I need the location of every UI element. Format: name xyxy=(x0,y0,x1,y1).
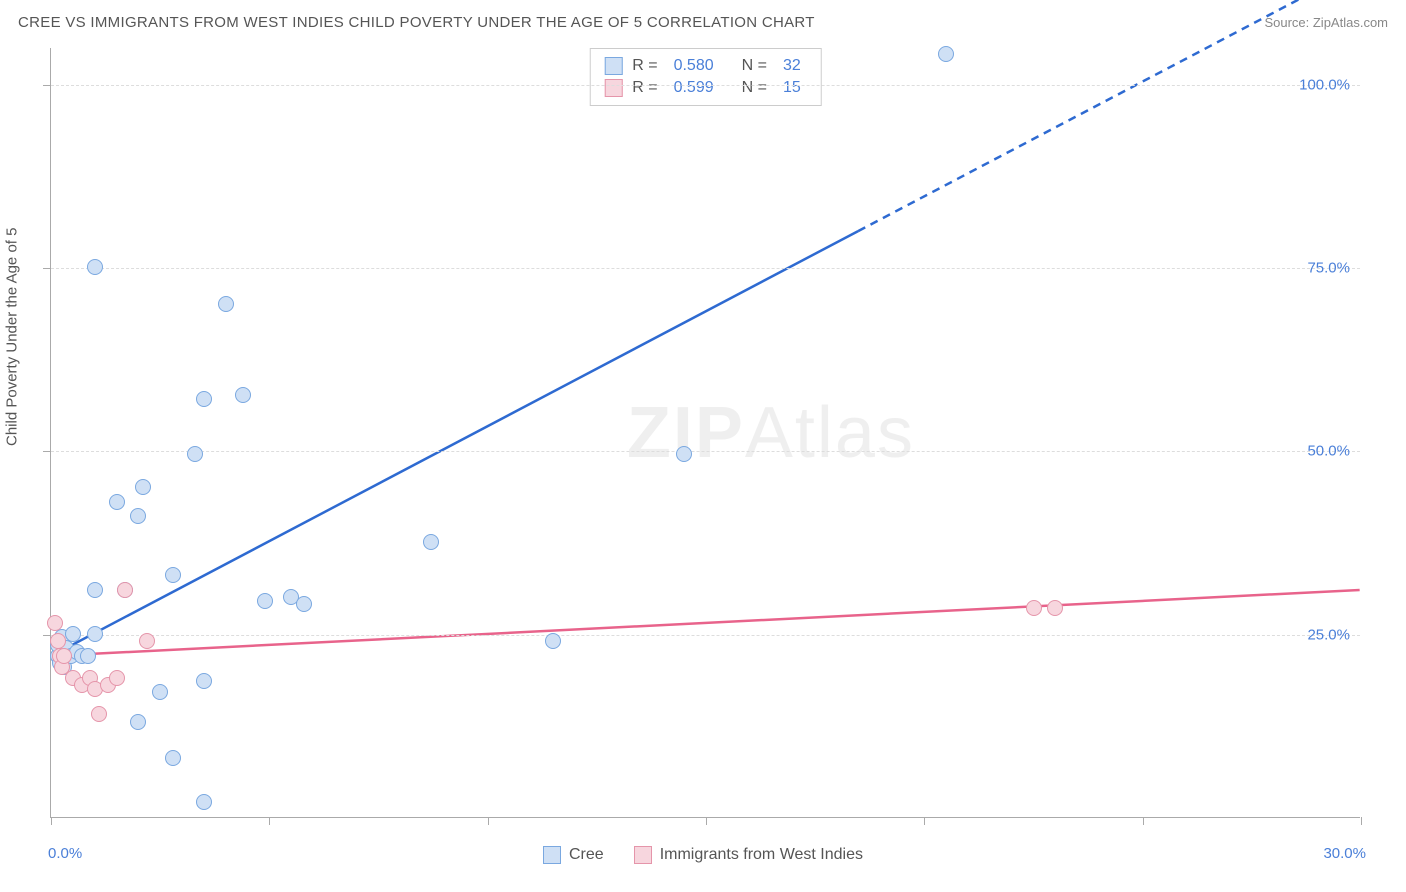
legend-n-value: 15 xyxy=(777,79,807,97)
scatter-point-west_indies xyxy=(91,706,107,722)
scatter-point-cree xyxy=(257,593,273,609)
scatter-point-cree xyxy=(196,794,212,810)
x-tick xyxy=(1361,817,1362,825)
stats-legend-row: R = 0.599 N = 15 xyxy=(604,77,807,99)
x-tick xyxy=(706,817,707,825)
scatter-point-west_indies xyxy=(1026,600,1042,616)
scatter-point-cree xyxy=(187,446,203,462)
x-tick xyxy=(51,817,52,825)
y-tick xyxy=(43,635,51,636)
scatter-point-west_indies xyxy=(56,648,72,664)
y-tick xyxy=(43,268,51,269)
scatter-point-cree xyxy=(65,626,81,642)
legend-swatch xyxy=(543,846,561,864)
legend-r-label: R = xyxy=(632,57,657,75)
legend-n-label: N = xyxy=(742,79,767,97)
legend-r-label: R = xyxy=(632,79,657,97)
trend-line-solid xyxy=(51,590,1359,656)
x-axis-max-label: 30.0% xyxy=(1323,845,1366,862)
x-axis-min-label: 0.0% xyxy=(48,845,82,862)
trend-lines-svg xyxy=(51,48,1360,817)
legend-n-label: N = xyxy=(742,57,767,75)
scatter-point-cree xyxy=(130,508,146,524)
watermark: ZIPAtlas xyxy=(627,392,915,474)
legend-swatch xyxy=(604,79,622,97)
scatter-point-cree xyxy=(196,391,212,407)
x-tick xyxy=(924,817,925,825)
y-tick-label: 50.0% xyxy=(1307,443,1350,460)
scatter-point-cree xyxy=(87,582,103,598)
scatter-point-west_indies xyxy=(117,582,133,598)
scatter-point-cree xyxy=(80,648,96,664)
stats-legend: R = 0.580 N = 32 R = 0.599 N = 15 xyxy=(589,48,822,106)
scatter-point-west_indies xyxy=(1047,600,1063,616)
header-bar: CREE VS IMMIGRANTS FROM WEST INDIES CHIL… xyxy=(18,14,1388,31)
stats-legend-row: R = 0.580 N = 32 xyxy=(604,55,807,77)
scatter-point-cree xyxy=(218,296,234,312)
scatter-point-cree xyxy=(165,567,181,583)
scatter-point-west_indies xyxy=(47,615,63,631)
scatter-point-west_indies xyxy=(50,633,66,649)
legend-r-value: 0.599 xyxy=(668,79,720,97)
scatter-point-cree xyxy=(545,633,561,649)
bottom-legend-item: Cree xyxy=(543,846,604,864)
y-tick-label: 25.0% xyxy=(1307,626,1350,643)
plot-area: ZIPAtlas R = 0.580N = 32R = 0.599N = 15 … xyxy=(50,48,1360,818)
y-tick-label: 75.0% xyxy=(1307,260,1350,277)
y-tick-label: 100.0% xyxy=(1299,76,1350,93)
x-tick xyxy=(1143,817,1144,825)
bottom-legend: Cree Immigrants from West Indies xyxy=(543,846,863,864)
legend-series-label: Immigrants from West Indies xyxy=(660,846,863,864)
chart-title: CREE VS IMMIGRANTS FROM WEST INDIES CHIL… xyxy=(18,14,815,31)
scatter-point-cree xyxy=(152,684,168,700)
y-axis-title: Child Poverty Under the Age of 5 xyxy=(4,228,21,446)
scatter-point-cree xyxy=(87,626,103,642)
scatter-point-cree xyxy=(109,494,125,510)
scatter-point-cree xyxy=(423,534,439,550)
legend-r-value: 0.580 xyxy=(668,57,720,75)
scatter-point-cree xyxy=(87,259,103,275)
scatter-point-cree xyxy=(130,714,146,730)
gridline xyxy=(51,85,1360,86)
trend-line-dashed xyxy=(858,0,1360,231)
scatter-point-cree xyxy=(165,750,181,766)
scatter-point-cree xyxy=(135,479,151,495)
legend-swatch xyxy=(634,846,652,864)
x-tick xyxy=(269,817,270,825)
trend-line-solid xyxy=(51,231,858,656)
watermark-normal: Atlas xyxy=(745,393,915,473)
legend-series-label: Cree xyxy=(569,846,604,864)
source-label: Source: ZipAtlas.com xyxy=(1264,15,1388,30)
y-tick xyxy=(43,451,51,452)
legend-n-value: 32 xyxy=(777,57,807,75)
legend-swatch xyxy=(604,57,622,75)
scatter-point-cree xyxy=(676,446,692,462)
scatter-point-west_indies xyxy=(139,633,155,649)
scatter-point-cree xyxy=(196,673,212,689)
x-tick xyxy=(488,817,489,825)
scatter-point-west_indies xyxy=(109,670,125,686)
scatter-point-cree xyxy=(235,387,251,403)
gridline xyxy=(51,635,1360,636)
scatter-point-cree xyxy=(296,596,312,612)
gridline xyxy=(51,268,1360,269)
y-tick xyxy=(43,85,51,86)
bottom-legend-item: Immigrants from West Indies xyxy=(634,846,863,864)
gridline xyxy=(51,451,1360,452)
scatter-point-cree xyxy=(938,46,954,62)
